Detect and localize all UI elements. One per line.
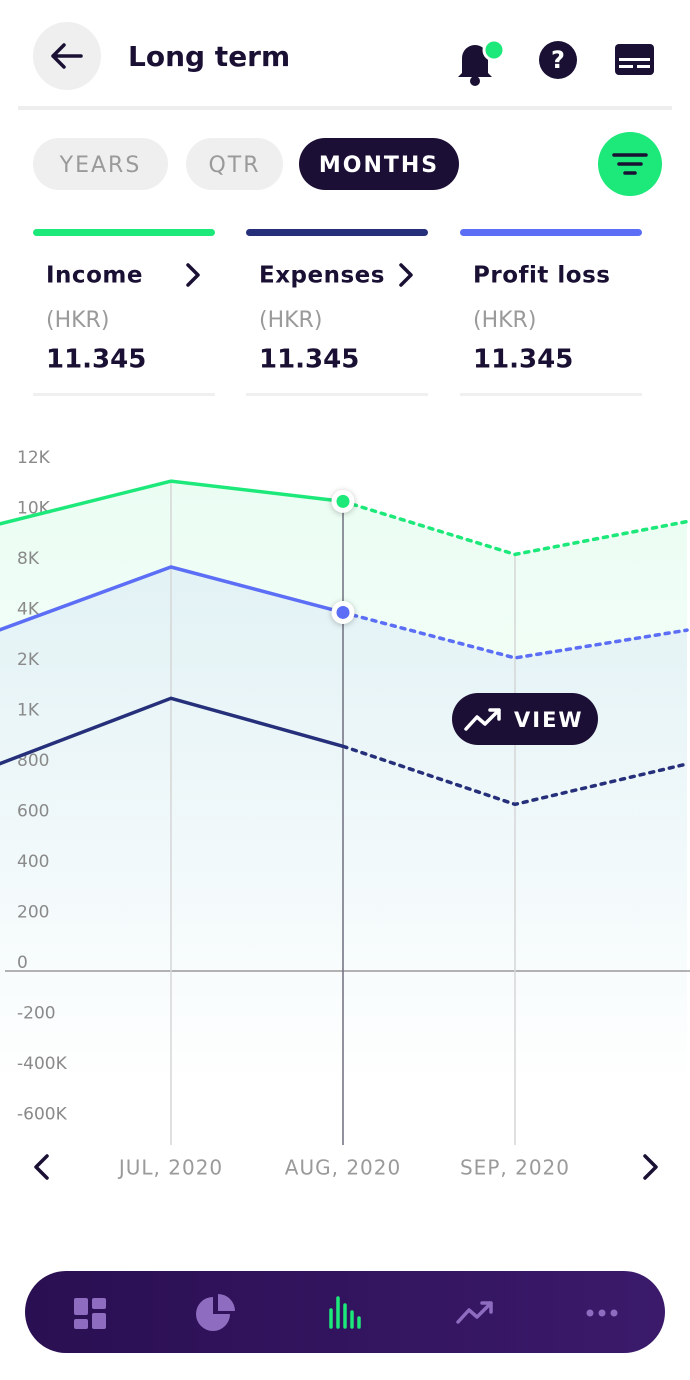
nav-more[interactable]: [586, 1309, 618, 1317]
metric-divider: [460, 393, 642, 396]
back-button[interactable]: [33, 22, 101, 90]
x-tick-label: SEP, 2020: [460, 1156, 570, 1180]
highlight-point: [331, 489, 355, 513]
tab[interactable]: QTR: [186, 138, 283, 190]
page-title: Long term: [128, 40, 290, 73]
metric-card[interactable]: Income (HKR) 11.345: [33, 229, 215, 396]
nav-trend[interactable]: [456, 1301, 493, 1324]
y-tick-label: -400K: [17, 1054, 68, 1074]
bottom-nav: [25, 1271, 665, 1353]
series-line: [0, 696, 344, 766]
metric-label: Income: [46, 263, 143, 289]
metric-label: Expenses: [259, 263, 385, 289]
view-pill: [452, 693, 598, 745]
tabs: YEARS QTR MONTHS: [33, 138, 459, 190]
series-line: [0, 479, 344, 526]
series-line-dashed: [341, 499, 689, 557]
y-tick-label: 400: [17, 852, 49, 872]
y-tick-label: -600K: [17, 1105, 68, 1125]
metric-divider: [246, 393, 428, 396]
view-label: VIEW: [514, 708, 584, 732]
metric-color-bar: [246, 229, 428, 236]
tab-pill: [33, 138, 168, 190]
svg-text:?: ?: [551, 46, 565, 74]
metric-divider: [33, 393, 215, 396]
y-tick-label: 0: [17, 953, 28, 973]
highlight-point: [331, 600, 355, 624]
prev-button[interactable]: [34, 1154, 49, 1180]
y-tick-label: 800: [17, 751, 49, 771]
tab-label: MONTHS: [319, 153, 439, 178]
tab-label: QTR: [208, 153, 260, 178]
x-tick-label: JUL, 2020: [117, 1156, 223, 1180]
series-line: [0, 565, 344, 632]
y-tick-label: 1K: [17, 701, 40, 721]
nav-dashboard[interactable]: [74, 1298, 106, 1329]
tab-pill: [299, 138, 459, 190]
tab[interactable]: MONTHS: [299, 138, 459, 190]
filter-button[interactable]: [598, 132, 662, 196]
y-tick-label: 12K: [17, 448, 51, 468]
metric-unit: (HKR): [46, 308, 109, 333]
notifications-button[interactable]: [458, 38, 506, 86]
y-tick-label: 600: [17, 802, 49, 822]
x-tick-label: AUG, 2020: [285, 1156, 401, 1180]
tab[interactable]: YEARS: [33, 138, 168, 190]
tab-pill: [186, 138, 283, 190]
tab-label: YEARS: [59, 153, 142, 178]
metric-value: 11.345: [46, 345, 146, 375]
metric-unit: (HKR): [259, 308, 322, 333]
y-tick-label: -200: [17, 1004, 56, 1024]
metric-value: 11.345: [259, 345, 359, 375]
y-tick-label: 4K: [17, 600, 40, 620]
trend-icon: [464, 708, 501, 731]
y-tick-label: 2K: [17, 650, 40, 670]
series-line-dashed: [341, 744, 689, 807]
metric-value: 11.345: [473, 345, 573, 375]
view-button[interactable]: VIEW: [452, 693, 598, 745]
chart: 12K10K8K4K2K1K8006004002000-200-400K-600…: [0, 448, 690, 1180]
metric-color-bar: [460, 229, 642, 236]
next-button[interactable]: [643, 1154, 658, 1180]
y-tick-label: 200: [17, 903, 49, 923]
chevron: [186, 263, 200, 287]
card-button[interactable]: [615, 44, 654, 75]
chevron: [399, 263, 413, 287]
metric-unit: (HKR): [473, 308, 536, 333]
series-line-dashed: [341, 610, 689, 660]
metric-card: Profit loss (HKR) 11.345: [460, 229, 642, 396]
help-button[interactable]: ?: [539, 41, 577, 79]
metric-card[interactable]: Expenses (HKR) 11.345: [246, 229, 428, 396]
nav-bars[interactable]: [329, 1296, 361, 1329]
metric-color-bar: [33, 229, 215, 236]
nav-pie[interactable]: [196, 1294, 235, 1331]
metric-label: Profit loss: [473, 263, 610, 289]
divider: [18, 106, 672, 110]
metric-cards: Income(HKR)11.345Expenses(HKR)11.345Prof…: [33, 229, 642, 396]
y-tick-label: 8K: [17, 549, 40, 569]
